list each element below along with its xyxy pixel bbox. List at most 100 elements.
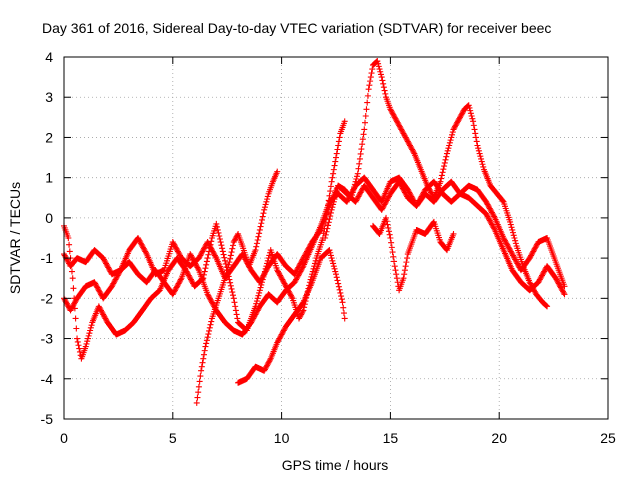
data-point xyxy=(341,118,348,125)
data-point xyxy=(196,378,203,385)
data-point xyxy=(443,150,450,157)
data-point xyxy=(299,308,306,315)
data-point xyxy=(400,275,407,282)
data-point xyxy=(403,259,410,266)
data-point xyxy=(258,220,265,227)
data-point xyxy=(356,155,363,162)
data-point xyxy=(327,188,334,195)
data-point xyxy=(228,285,235,292)
data-point xyxy=(377,71,384,78)
data-point xyxy=(446,139,453,146)
data-point xyxy=(329,174,336,181)
data-point xyxy=(355,165,362,172)
data-point xyxy=(512,240,519,247)
data-point xyxy=(447,137,454,144)
data-point xyxy=(66,248,73,255)
data-point xyxy=(69,275,76,282)
y-tick-label: -3 xyxy=(41,331,54,347)
data-point xyxy=(388,244,395,251)
data-point xyxy=(341,315,348,322)
x-tick-label: 15 xyxy=(383,430,399,446)
data-point xyxy=(229,289,236,296)
data-point xyxy=(74,338,81,345)
data-point xyxy=(361,126,368,133)
data-point xyxy=(471,126,478,133)
data-point xyxy=(410,149,417,156)
data-point xyxy=(335,142,342,149)
data-point xyxy=(391,258,398,265)
data-points xyxy=(61,58,568,406)
data-point xyxy=(388,239,395,246)
data-point xyxy=(358,146,365,153)
data-point xyxy=(266,252,273,259)
data-point xyxy=(204,334,211,341)
data-point xyxy=(384,221,391,228)
data-point xyxy=(327,209,334,216)
data-point xyxy=(507,221,514,228)
data-point xyxy=(469,115,476,122)
data-point xyxy=(311,260,318,267)
data-point xyxy=(507,218,514,225)
x-axis-label: GPS time / hours xyxy=(282,457,389,473)
data-point xyxy=(76,345,83,352)
data-point xyxy=(466,104,473,111)
data-point xyxy=(219,248,226,255)
data-point xyxy=(87,327,94,334)
tick-labels: 0 5 10 15 20 25 -5 -4 -3 -2 -1 0 1 2 3 4 xyxy=(41,49,616,446)
data-point xyxy=(333,150,340,157)
data-point xyxy=(364,92,371,99)
data-point xyxy=(331,265,338,272)
data-point xyxy=(512,237,519,244)
series-track-1 xyxy=(61,118,348,362)
data-point xyxy=(335,280,342,287)
data-point xyxy=(205,251,212,258)
data-point xyxy=(74,335,81,342)
data-point xyxy=(385,224,392,231)
data-point xyxy=(467,107,474,114)
data-point xyxy=(221,254,228,261)
data-point xyxy=(310,265,317,272)
data-point xyxy=(86,330,93,337)
data-point xyxy=(261,206,268,213)
data-point xyxy=(75,342,82,349)
data-point xyxy=(328,178,335,185)
data-point xyxy=(480,163,487,170)
data-point xyxy=(212,253,219,260)
data-point xyxy=(264,196,271,203)
data-point xyxy=(259,213,266,220)
data-point xyxy=(70,285,77,292)
data-point xyxy=(217,239,224,246)
data-point xyxy=(224,264,231,271)
data-point xyxy=(475,145,482,152)
data-point xyxy=(381,87,388,94)
data-point xyxy=(380,80,387,87)
data-point xyxy=(263,198,270,205)
data-point xyxy=(331,162,338,169)
y-tick-label: -2 xyxy=(41,290,54,306)
data-point xyxy=(203,261,210,268)
data-point xyxy=(226,276,233,283)
data-point xyxy=(450,230,457,237)
data-point xyxy=(472,130,479,137)
y-tick-label: -1 xyxy=(41,250,54,266)
data-point xyxy=(234,315,241,322)
axis-ticks xyxy=(63,56,609,420)
data-point xyxy=(351,184,358,191)
data-point xyxy=(227,282,234,289)
data-point xyxy=(478,158,485,165)
data-point xyxy=(330,198,337,205)
data-point xyxy=(467,110,474,117)
data-point xyxy=(201,347,208,354)
data-point xyxy=(324,225,331,232)
y-tick-label: 0 xyxy=(45,210,53,226)
data-point xyxy=(227,279,234,286)
data-point xyxy=(378,74,385,81)
data-point xyxy=(225,261,232,268)
data-point xyxy=(264,193,271,200)
data-point xyxy=(214,226,221,233)
data-point xyxy=(214,223,221,230)
data-point xyxy=(477,153,484,160)
data-point xyxy=(329,257,336,264)
data-point xyxy=(66,241,73,248)
data-point xyxy=(333,190,339,197)
